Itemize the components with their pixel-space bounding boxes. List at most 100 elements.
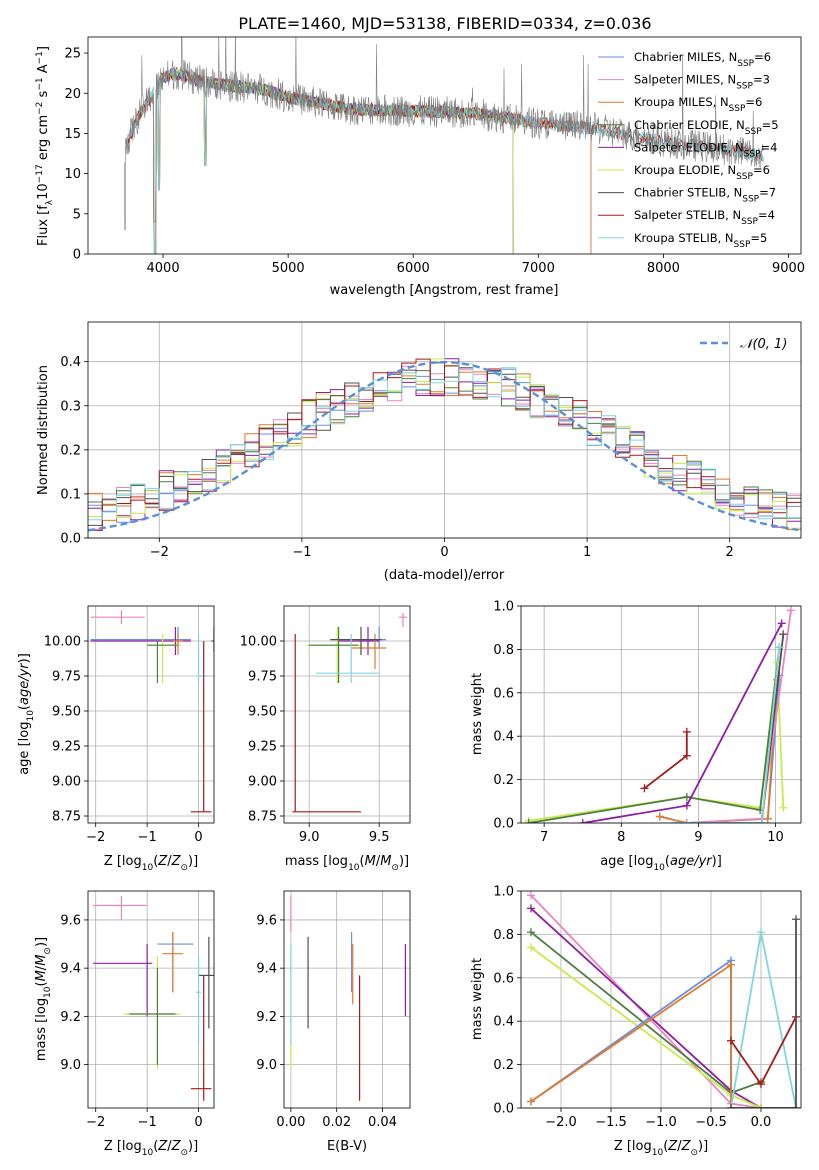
y-tick-label: 8.75 (52, 810, 81, 825)
plot-area (88, 358, 801, 532)
error-bar-point (330, 627, 382, 655)
y-axis-label: Normed distribution (36, 365, 51, 495)
y-tick-label: 0.4 (493, 1015, 514, 1030)
data-point-marker (524, 819, 533, 823)
error-bar-point (292, 634, 361, 813)
y-tick-label: 9.50 (52, 705, 81, 720)
y-tick-label: 9.2 (60, 1010, 81, 1025)
y-tick-label: 1.0 (493, 885, 514, 900)
panel-spectrum: 4000 5000 6000 7000 8000 9000 0 5 10 15 20 25 wavele… (35, 36, 805, 298)
x-tick-label: −2 (150, 545, 169, 560)
error-bar-point (398, 613, 408, 627)
x-tick-label: 7 (540, 830, 548, 845)
x-tick-label: 9 (694, 830, 702, 845)
error-bar-point (358, 627, 387, 648)
error-bar-point (196, 956, 202, 1046)
legend-entry: Chabrier ELODIE, NSSP=5 (634, 118, 779, 137)
y-tick-label: 0.4 (493, 730, 514, 745)
y-tick-label: 0.6 (493, 686, 514, 701)
data-point-marker (527, 1097, 535, 1106)
data-point-marker (775, 643, 784, 652)
data-point-marker (727, 1104, 735, 1108)
panel-age_vs_Z: −2 −1 0 8.75 9.00 9.25 9.50 9.75 10.00 Z [log10(Z… (17, 605, 215, 873)
x-tick-label: 0.02 (322, 1115, 351, 1130)
error-bar-point (147, 641, 178, 683)
panel-age_vs_mass: 9.0 9.5 8.75 9.00 9.25 9.50 9.75 10.00 mass [log… (240, 605, 411, 873)
x-tick-label: 7000 (522, 261, 555, 276)
legend-entry: Salpeter ELODIE, NSSP=4 (634, 140, 777, 159)
mass-weight-line (582, 622, 783, 823)
legend-entry: Kroupa MILES, NSSP=6 (634, 95, 762, 114)
error-bar-point (162, 931, 184, 993)
y-tick-label: 0.8 (493, 928, 514, 943)
error-bar-point (190, 975, 212, 1101)
data-point-marker (792, 1104, 800, 1108)
data-point-marker (757, 1104, 765, 1108)
x-tick-label: 0 (194, 830, 202, 845)
x-axis-label: Z [log10(Z/Z⊙)] (104, 854, 198, 873)
x-axis-label: (data-model)/error (384, 568, 505, 583)
data-point-marker (682, 727, 691, 736)
data-point-marker (527, 928, 535, 937)
error-bar-point (211, 627, 214, 653)
x-tick-label: −1.0 (645, 1115, 677, 1130)
axes-frame (520, 890, 802, 1109)
y-axis-label: mass weight (470, 958, 485, 1040)
plot-area (290, 895, 407, 1101)
data-point-marker (757, 819, 766, 823)
mass-weight-line (675, 647, 781, 823)
x-tick-label: 10 (767, 830, 784, 845)
x-tick-label: 9.0 (299, 830, 320, 845)
x-tick-label: 6000 (397, 261, 430, 276)
x-tick-label: −0.5 (695, 1115, 727, 1130)
y-axis-label: mass weight (470, 673, 485, 755)
data-point-marker (727, 960, 735, 969)
x-tick-label: −1 (138, 830, 157, 845)
error-bar-point (172, 634, 184, 655)
panel-mass_vs_Z: −2 −1 0 9.0 9.2 9.4 9.6 Z [log10(Z/Z⊙)] mass [lo… (34, 890, 215, 1158)
y-tick-label: 9.0 (60, 1058, 81, 1073)
y-tick-label: 9.75 (52, 670, 81, 685)
y-tick-label: 5 (73, 207, 81, 222)
x-axis-label: mass [log10(M/M⊙)] (285, 854, 409, 873)
axes-frame (87, 890, 215, 1109)
plot-area (527, 891, 800, 1108)
spectrum-model-line (150, 68, 514, 254)
data-point-marker (527, 943, 535, 952)
x-tick-label: 0.00 (276, 1115, 305, 1130)
panel-mass_vs_EBV: 0.00 0.02 0.04 9.0 9.2 9.4 9.6 E(B-V) (256, 890, 411, 1154)
legend-entry: Chabrier MILES, NSSP=6 (634, 50, 771, 69)
x-tick-label: 4000 (147, 261, 180, 276)
x-tick-label: 8 (617, 830, 625, 845)
normal-reference-curve (88, 360, 799, 532)
error-bar-point (198, 936, 214, 1029)
data-point-marker (578, 819, 587, 823)
error-bar-point (93, 895, 148, 920)
error-bar-point (129, 968, 176, 1065)
error-bar-point (124, 956, 181, 1070)
data-point-marker (655, 812, 664, 821)
error-bar-point (93, 944, 153, 1017)
panel-residuals: −2 −1 0 1 2 0.0 0.1 0.2 0.3 0.4 (data-model)/error… (36, 321, 802, 583)
data-point-marker (527, 904, 535, 913)
data-point-marker (779, 803, 788, 812)
y-tick-label: 9.50 (248, 705, 277, 720)
x-tick-label: 0.0 (751, 1115, 772, 1130)
panel-massweight_vs_age: 7 8 9 10 0.0 0.2 0.4 0.6 0.8 1.0 age [log10(age/yr… (470, 600, 802, 873)
data-point-marker (682, 751, 691, 760)
histogram-step-line (88, 363, 801, 521)
data-point-marker (527, 891, 535, 900)
y-tick-label: 0.8 (493, 643, 514, 658)
mass-weight-line (675, 634, 785, 823)
x-axis-label: Z [log10(Z/Z⊙)] (614, 1139, 708, 1158)
x-tick-label: −1.5 (595, 1115, 627, 1130)
y-tick-label: 0.2 (493, 1058, 514, 1073)
y-tick-label: 8.75 (248, 810, 277, 825)
mass-weight-line (530, 946, 762, 1108)
x-axis-label: age [log10(age/yr)] (600, 854, 722, 873)
data-point-marker (777, 619, 786, 628)
legend-entry: Salpeter MILES, NSSP=3 (634, 73, 770, 92)
data-point-marker (671, 819, 680, 823)
y-tick-label: 0.2 (493, 773, 514, 788)
y-tick-label: 0.4 (60, 355, 81, 370)
